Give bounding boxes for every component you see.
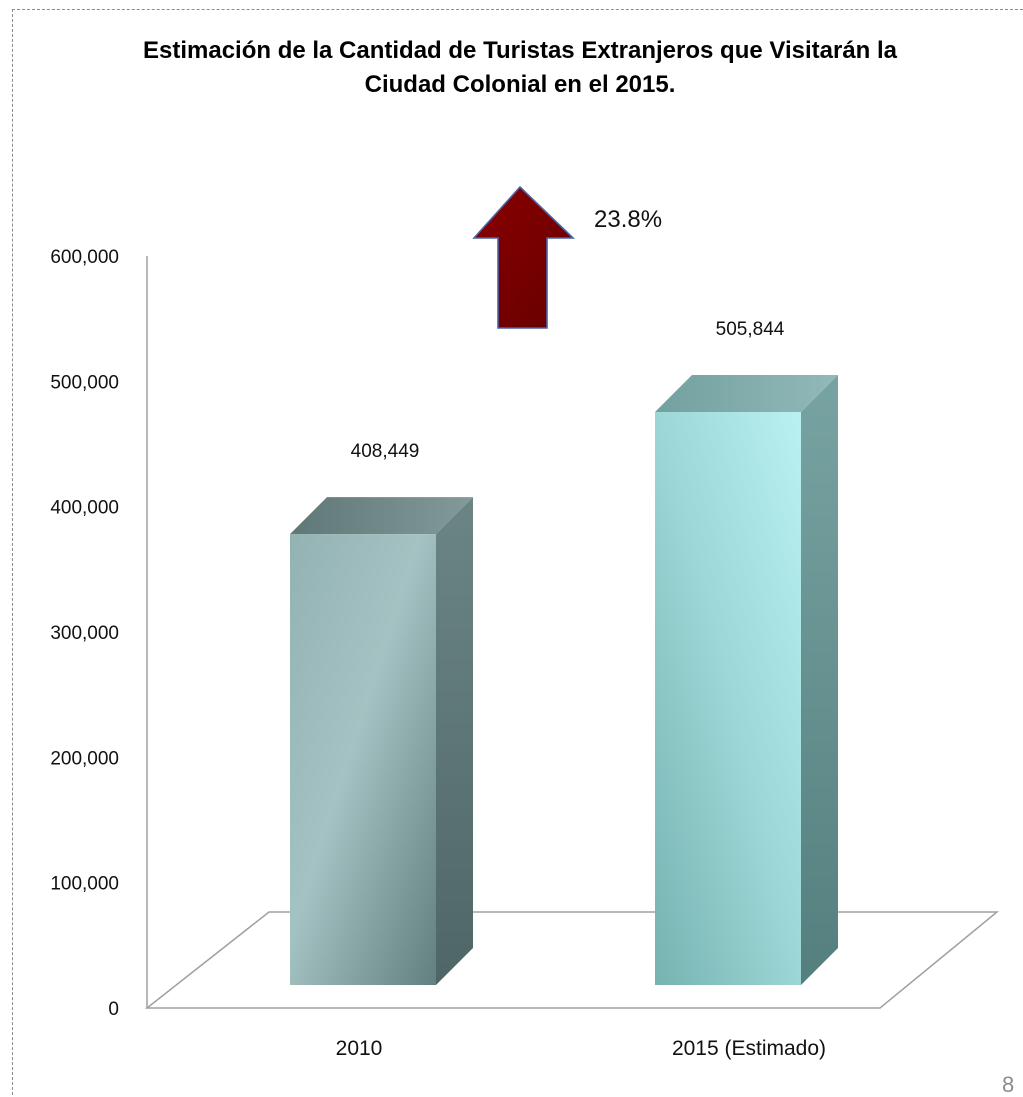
bar-side-face	[436, 497, 473, 985]
bar-2010	[290, 497, 473, 985]
y-tick-label: 200,000	[50, 748, 119, 769]
y-tick-label: 500,000	[50, 372, 119, 393]
bar-top-face	[290, 497, 473, 535]
percent-change-label: 23.8%	[594, 206, 662, 233]
bar-side-face	[801, 375, 838, 985]
x-category-label: 2010	[336, 1037, 383, 1060]
slide-frame	[12, 9, 1023, 1095]
bar-2015	[655, 375, 838, 985]
y-tick-label: 300,000	[50, 623, 119, 644]
bar-front-face	[290, 534, 436, 985]
y-tick-label: 0	[108, 999, 119, 1020]
page-number: 8	[1002, 1072, 1015, 1097]
data-label: 408,449	[351, 441, 420, 462]
x-category-label: 2015 (Estimado)	[672, 1037, 826, 1060]
chart-floor	[144, 911, 1000, 1009]
up-arrow-icon	[472, 185, 575, 329]
bar-front-face	[655, 412, 801, 985]
chart-title: Estimación de la Cantidad de Turistas Ex…	[142, 37, 898, 98]
y-tick-label: 100,000	[50, 874, 119, 895]
bar-top-face	[655, 375, 838, 413]
y-tick-label: 600,000	[50, 247, 119, 268]
y-tick-label: 400,000	[50, 498, 119, 519]
data-label: 505,844	[716, 319, 785, 340]
